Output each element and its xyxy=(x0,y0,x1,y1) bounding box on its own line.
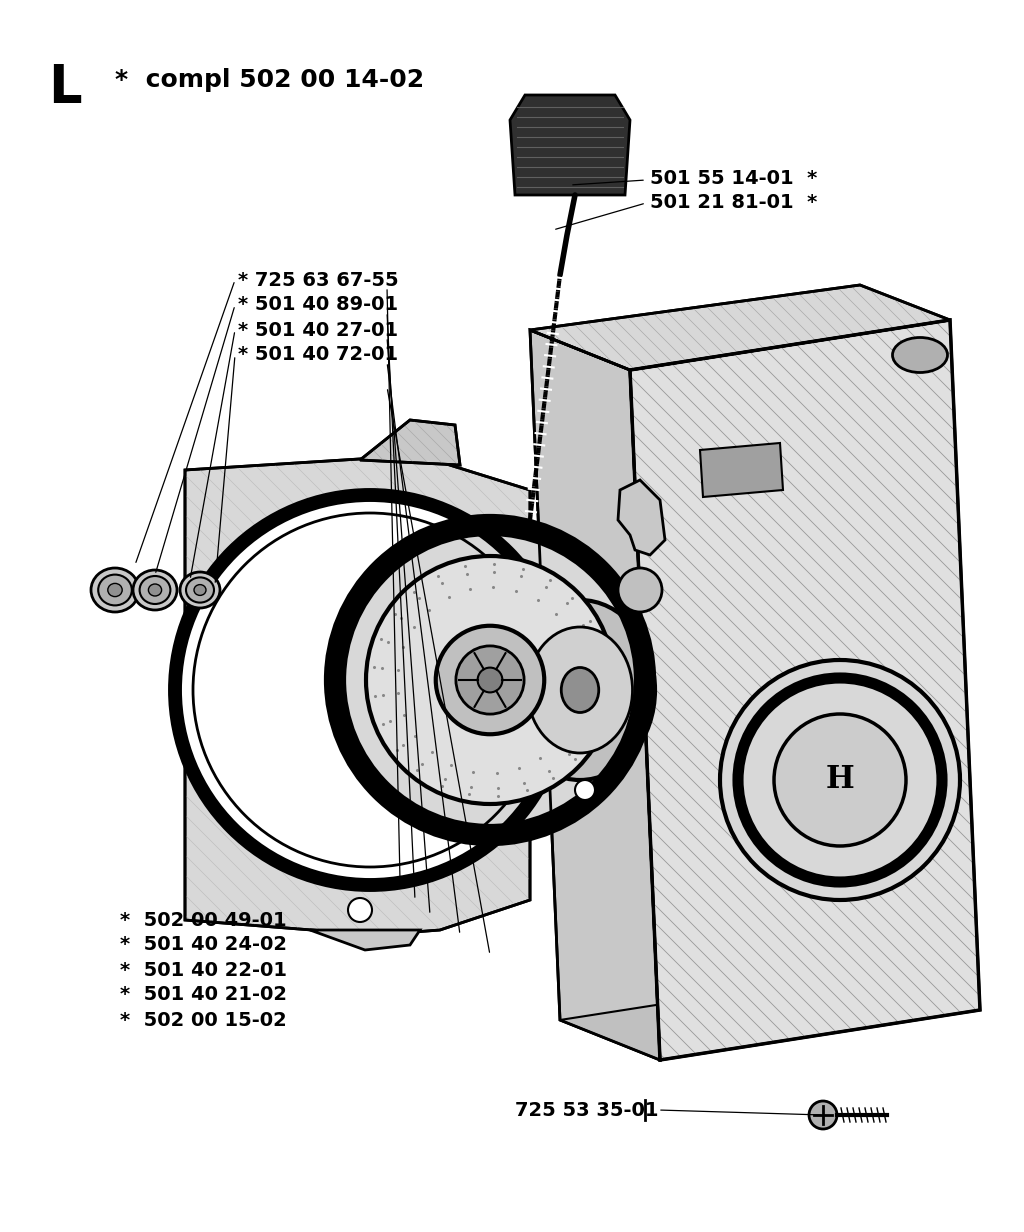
Circle shape xyxy=(456,646,524,715)
Ellipse shape xyxy=(527,627,633,753)
Text: * 501 40 72-01: * 501 40 72-01 xyxy=(238,345,398,365)
Circle shape xyxy=(720,660,961,901)
Polygon shape xyxy=(618,480,665,554)
Polygon shape xyxy=(560,970,980,1060)
Text: L: L xyxy=(48,62,82,115)
Polygon shape xyxy=(530,285,950,370)
Ellipse shape xyxy=(139,577,170,604)
Ellipse shape xyxy=(893,338,947,372)
Text: 501 21 81-01  *: 501 21 81-01 * xyxy=(650,193,817,212)
Text: *  501 40 22-01: * 501 40 22-01 xyxy=(120,961,287,979)
Ellipse shape xyxy=(505,600,655,780)
Ellipse shape xyxy=(148,584,162,596)
Polygon shape xyxy=(700,444,783,496)
Circle shape xyxy=(618,568,662,612)
Text: H: H xyxy=(825,765,854,796)
Text: * 501 40 89-01: * 501 40 89-01 xyxy=(238,296,398,314)
Circle shape xyxy=(575,780,595,800)
Text: 725 53 35-01: 725 53 35-01 xyxy=(515,1100,658,1120)
Ellipse shape xyxy=(186,578,214,602)
Ellipse shape xyxy=(91,568,139,612)
Circle shape xyxy=(175,495,565,885)
Polygon shape xyxy=(360,420,460,464)
Text: *  501 40 24-02: * 501 40 24-02 xyxy=(120,935,287,955)
Circle shape xyxy=(477,668,503,692)
Circle shape xyxy=(774,715,906,846)
Ellipse shape xyxy=(194,585,206,595)
Text: *  502 00 49-01: * 502 00 49-01 xyxy=(120,910,287,929)
Circle shape xyxy=(348,898,372,922)
Ellipse shape xyxy=(108,584,122,596)
Ellipse shape xyxy=(180,572,220,609)
Ellipse shape xyxy=(98,574,132,605)
Polygon shape xyxy=(530,330,660,1060)
Circle shape xyxy=(436,626,544,734)
Polygon shape xyxy=(310,930,420,950)
Circle shape xyxy=(809,1101,837,1129)
Ellipse shape xyxy=(133,570,177,610)
Circle shape xyxy=(335,525,645,835)
Polygon shape xyxy=(185,458,530,935)
Text: *  compl 502 00 14-02: * compl 502 00 14-02 xyxy=(115,68,424,92)
Polygon shape xyxy=(510,95,630,195)
Circle shape xyxy=(366,556,614,804)
Text: * 501 40 27-01: * 501 40 27-01 xyxy=(238,320,398,340)
Text: *  501 40 21-02: * 501 40 21-02 xyxy=(120,986,287,1004)
Text: *  502 00 15-02: * 502 00 15-02 xyxy=(120,1010,287,1030)
Text: 501 55 14-01  *: 501 55 14-01 * xyxy=(650,169,817,187)
Polygon shape xyxy=(630,320,980,1060)
Text: * 725 63 67-55: * 725 63 67-55 xyxy=(238,271,398,290)
Ellipse shape xyxy=(561,668,599,712)
